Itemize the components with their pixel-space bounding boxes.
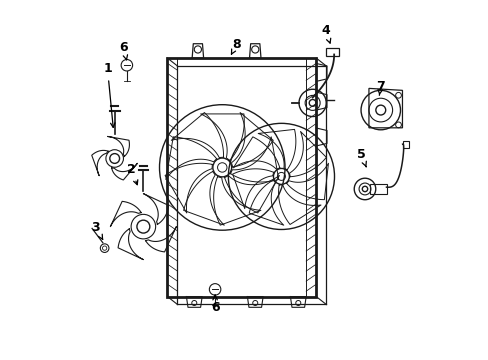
Bar [402, 141, 408, 148]
Bar [167, 58, 316, 297]
Text: 7: 7 [376, 80, 385, 95]
Text: 1: 1 [103, 62, 115, 127]
Text: 3: 3 [91, 221, 102, 239]
Text: 5: 5 [356, 148, 366, 167]
Bar [369, 184, 386, 194]
Text: 4: 4 [321, 24, 330, 43]
Text: 6: 6 [119, 41, 127, 60]
Text: 8: 8 [231, 38, 241, 54]
Text: 6: 6 [210, 295, 219, 314]
Bar [325, 48, 338, 55]
Text: 2: 2 [127, 163, 138, 185]
